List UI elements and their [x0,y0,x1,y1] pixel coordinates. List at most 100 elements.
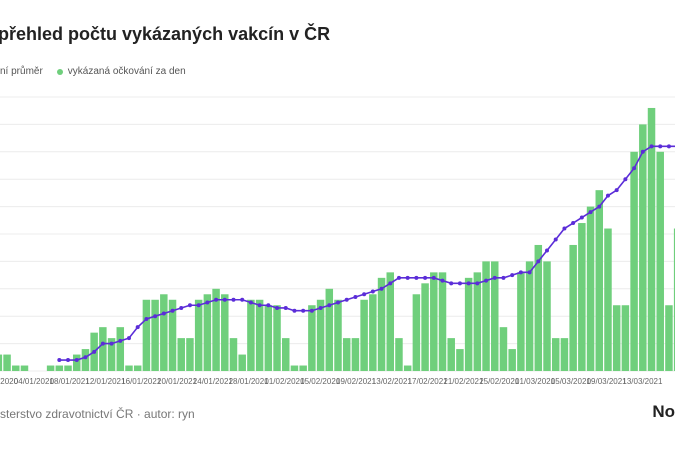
average-point-22[interactable] [187,303,192,308]
average-point-17[interactable] [144,316,149,321]
average-point-38[interactable] [327,303,332,308]
bar-daily-61[interactable] [525,261,534,371]
bar-daily-59[interactable] [508,349,516,371]
bar-daily-16[interactable] [133,365,142,371]
bar-daily-56[interactable] [482,261,490,371]
bar-daily-72[interactable] [621,305,630,371]
average-point-8[interactable] [66,358,71,363]
bar-daily-41[interactable] [351,338,360,371]
bar-daily-62[interactable] [534,244,543,371]
average-point-26[interactable] [222,297,227,302]
bar-daily-37[interactable] [316,299,325,371]
average-point-41[interactable] [353,295,358,300]
bar-daily-38[interactable] [325,288,334,371]
bar-daily-69[interactable] [595,190,604,371]
average-point-32[interactable] [275,305,280,310]
average-point-29[interactable] [248,300,253,305]
bar-daily-32[interactable] [273,305,281,371]
average-point-77[interactable] [666,144,671,149]
bar-daily-33[interactable] [282,338,290,371]
average-point-27[interactable] [231,297,236,302]
bar-daily-78[interactable] [673,228,675,371]
bar-daily-12[interactable] [99,327,107,371]
bar-daily-26[interactable] [221,294,229,371]
average-point-74[interactable] [640,149,645,154]
average-point-65[interactable] [562,226,567,231]
bar-daily-55[interactable] [473,272,482,371]
bar-daily-21[interactable] [177,338,185,371]
bar-daily-65[interactable] [560,338,569,371]
bar-daily-43[interactable] [369,294,377,371]
average-point-76[interactable] [658,144,663,149]
average-point-23[interactable] [196,303,201,308]
bar-daily-71[interactable] [612,305,621,371]
bar-daily-48[interactable] [412,294,421,371]
average-point-73[interactable] [632,166,637,171]
average-point-47[interactable] [405,275,410,280]
bar-daily-0[interactable] [0,354,3,371]
bar-daily-77[interactable] [665,305,673,371]
bar-daily-46[interactable] [395,338,403,371]
average-point-16[interactable] [135,325,140,330]
average-point-25[interactable] [214,297,219,302]
average-point-72[interactable] [623,177,628,182]
bar-daily-15[interactable] [125,365,133,371]
bar-daily-45[interactable] [386,272,394,371]
average-point-37[interactable] [318,305,323,310]
average-point-58[interactable] [501,275,506,280]
average-point-11[interactable] [92,349,97,354]
bar-daily-51[interactable] [438,272,447,371]
bar-daily-47[interactable] [403,365,412,371]
bar-daily-39[interactable] [334,299,342,371]
average-point-18[interactable] [153,314,158,319]
average-point-59[interactable] [510,273,515,278]
bar-daily-58[interactable] [499,327,508,371]
bar-daily-64[interactable] [551,338,560,371]
bar-daily-3[interactable] [20,365,29,371]
bar-daily-29[interactable] [247,299,255,371]
average-point-69[interactable] [597,204,602,209]
average-point-13[interactable] [109,341,114,346]
average-point-21[interactable] [179,305,184,310]
average-point-35[interactable] [301,308,306,313]
bar-daily-13[interactable] [107,338,116,371]
bar-daily-53[interactable] [456,349,464,371]
average-point-9[interactable] [74,358,79,363]
average-point-33[interactable] [283,305,288,310]
bar-daily-75[interactable] [647,107,656,372]
bar-daily-52[interactable] [447,338,455,371]
average-point-12[interactable] [100,341,105,346]
average-point-64[interactable] [553,237,558,242]
bar-daily-7[interactable] [55,365,64,371]
bar-daily-76[interactable] [656,151,664,371]
bar-daily-6[interactable] [46,365,55,371]
bar-daily-68[interactable] [586,206,595,371]
legend-item-daily[interactable]: vykázaná očkování za den [56,66,186,77]
bar-daily-24[interactable] [203,294,212,371]
average-point-7[interactable] [57,358,62,363]
average-point-45[interactable] [388,281,393,286]
bar-daily-35[interactable] [299,365,307,371]
average-point-48[interactable] [414,275,419,280]
average-point-49[interactable] [423,275,428,280]
bar-daily-17[interactable] [142,299,151,371]
bar-daily-63[interactable] [543,261,551,371]
bar-daily-40[interactable] [342,338,351,371]
bar-daily-18[interactable] [151,299,159,371]
bar-daily-57[interactable] [491,261,499,371]
average-point-67[interactable] [579,215,584,220]
average-point-61[interactable] [527,270,532,275]
bar-daily-70[interactable] [604,228,612,371]
bar-daily-2[interactable] [12,365,20,371]
average-point-46[interactable] [396,275,401,280]
bar-daily-44[interactable] [377,277,386,371]
average-point-70[interactable] [605,193,610,198]
average-point-34[interactable] [292,308,297,313]
average-point-20[interactable] [170,308,175,313]
bar-daily-67[interactable] [578,223,586,371]
bar-daily-42[interactable] [360,299,368,371]
average-point-54[interactable] [466,281,471,286]
average-point-10[interactable] [83,355,88,360]
average-point-56[interactable] [484,278,489,283]
bar-daily-54[interactable] [464,277,473,371]
